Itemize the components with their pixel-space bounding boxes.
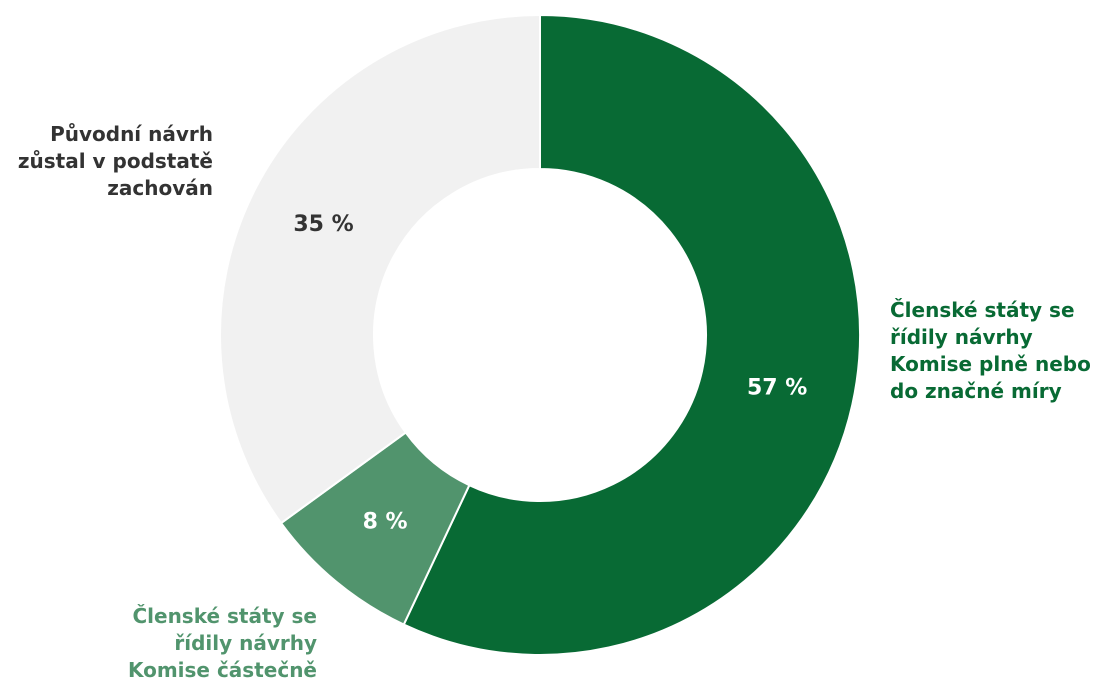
value-label-slice-1: 57 %: [747, 376, 807, 401]
category-label-slice-2: Členské státy se řídily návrhy Komise čá…: [128, 603, 317, 684]
category-label-line: Členské státy se: [890, 298, 1075, 322]
category-label-line: Komise plně nebo: [890, 352, 1091, 376]
category-label-line: řídily návrhy: [890, 325, 1033, 349]
category-label-line: zůstal v podstatě: [17, 149, 213, 173]
category-label-line: řídily návrhy: [174, 631, 317, 655]
category-label-slice-1: Členské státy se řídily návrhy Komise pl…: [890, 297, 1091, 405]
category-label-slice-3: Původní návrh zůstal v podstatě zachován: [18, 121, 213, 202]
value-labels-group: 57 % 8 % 35 %: [293, 212, 807, 535]
slices-group: [219, 13, 861, 656]
value-label-slice-2: 8 %: [363, 510, 408, 535]
value-label-slice-3: 35 %: [293, 212, 353, 237]
slice-1: [402, 13, 861, 656]
category-label-line: Původní návrh: [50, 122, 213, 146]
category-label-line: zachován: [107, 176, 213, 200]
category-label-line: Členské státy se: [132, 604, 317, 628]
category-label-line: do značné míry: [890, 379, 1062, 403]
slice-3: [219, 13, 541, 525]
category-label-line: Komise částečně: [127, 658, 317, 682]
